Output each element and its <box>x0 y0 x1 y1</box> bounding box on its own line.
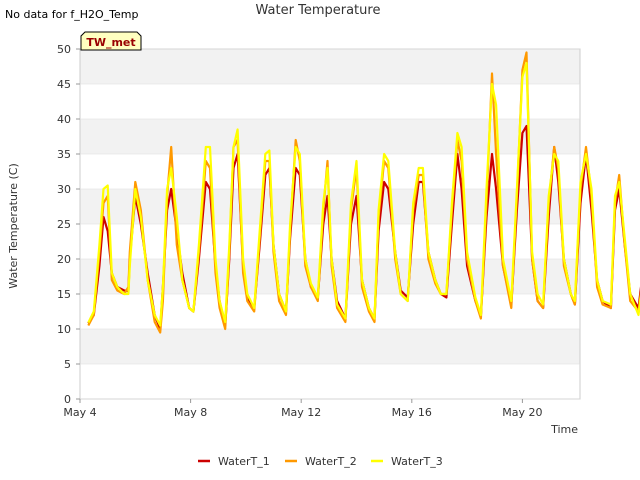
legend-label: WaterT_2 <box>305 455 357 468</box>
y-tick-label: 40 <box>57 113 71 126</box>
plot-band <box>80 364 580 399</box>
tag-label: TW_met <box>86 36 135 49</box>
series-line-WaterT_3 <box>87 61 640 327</box>
x-tick-label: May 12 <box>281 406 321 419</box>
y-axis-label: Water Temperature (C) <box>7 163 20 288</box>
y-tick-label: 35 <box>57 148 71 161</box>
plot-band <box>80 154 580 189</box>
x-tick-label: May 8 <box>174 406 207 419</box>
legend: WaterT_1 WaterT_2 WaterT_3 <box>198 455 443 468</box>
y-tick-label: 30 <box>57 183 71 196</box>
plot-band <box>80 84 580 119</box>
x-tick-label: May 20 <box>502 406 542 419</box>
x-axis: May 4 May 8 May 12 May 16 May 20 <box>63 399 543 419</box>
y-tick-label: 15 <box>57 288 71 301</box>
x-tick-label: May 4 <box>63 406 96 419</box>
x-axis-label: Time <box>550 423 578 436</box>
y-tick-label: 45 <box>57 78 71 91</box>
y-tick-label: 0 <box>64 393 71 406</box>
tag-box: TW_met <box>80 31 142 51</box>
no-data-note: No data for f_H2O_Temp <box>5 8 139 21</box>
legend-label: WaterT_3 <box>391 455 443 468</box>
plot-band <box>80 49 580 84</box>
plot-band <box>80 119 580 154</box>
plot-band <box>80 329 580 364</box>
y-tick-label: 10 <box>57 323 71 336</box>
series-lines <box>87 51 640 334</box>
x-tick-label: May 16 <box>392 406 432 419</box>
legend-label: WaterT_1 <box>218 455 270 468</box>
y-axis: 0 5 10 15 20 25 30 35 40 45 50 <box>57 43 580 406</box>
y-tick-label: 20 <box>57 253 71 266</box>
y-tick-label: 50 <box>57 43 71 56</box>
chart-title: Water Temperature <box>256 3 381 18</box>
y-tick-label: 25 <box>57 218 71 231</box>
y-tick-label: 5 <box>64 358 71 371</box>
